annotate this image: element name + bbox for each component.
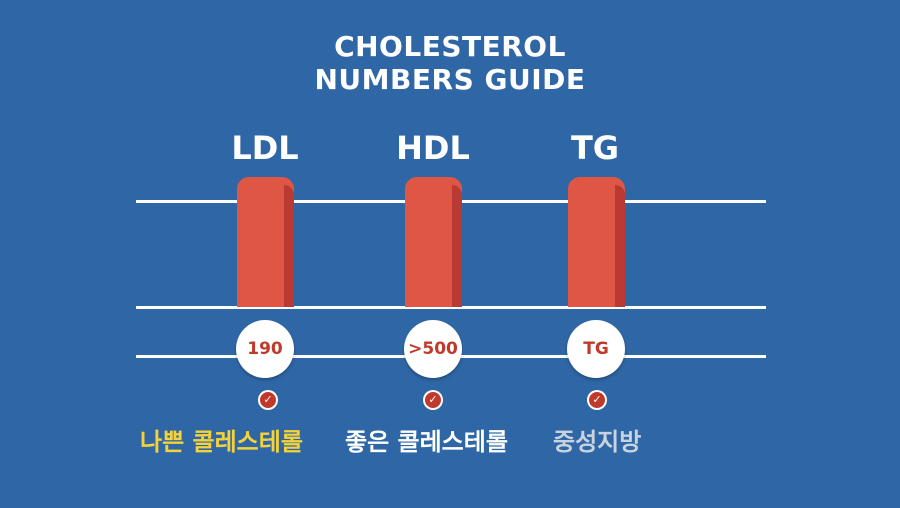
ldl-caption: 나쁜 콜레스테롤 <box>140 428 303 456</box>
hdl-bar <box>405 177 462 307</box>
title-line-1: CHOLESTEROL <box>334 30 566 63</box>
guide-line-middle <box>136 306 766 309</box>
hdl-label: HDL <box>396 129 470 167</box>
ldl-label: LDL <box>231 129 299 167</box>
ldl-check-icon: ✓ <box>258 390 278 410</box>
tg-caption: 중성지방 <box>553 428 642 456</box>
hdl-caption: 좋은 콜레스테롤 <box>345 428 508 456</box>
ldl-value-badge: 190 <box>236 320 294 378</box>
hdl-value-badge: >500 <box>404 320 462 378</box>
ldl-bar <box>237 177 294 307</box>
tg-check-icon: ✓ <box>587 390 607 410</box>
tg-bar <box>568 177 625 307</box>
tg-value-badge: TG <box>567 320 625 378</box>
hdl-check-icon: ✓ <box>423 390 443 410</box>
title-line-2: NUMBERS GUIDE <box>314 63 586 96</box>
tg-label: TG <box>570 129 620 167</box>
